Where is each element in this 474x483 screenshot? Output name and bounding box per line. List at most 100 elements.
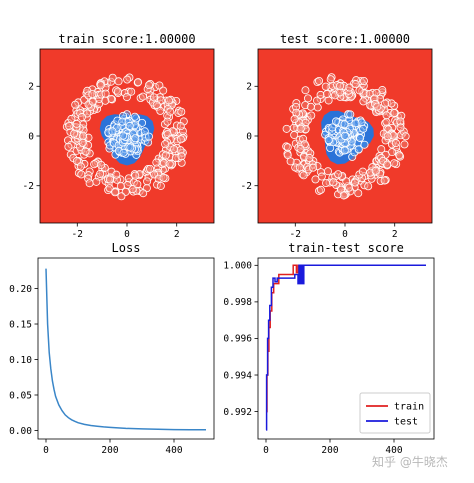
train-score-plot-area: [40, 49, 214, 223]
outer-class-point: [355, 86, 364, 95]
outer-class-point: [67, 114, 76, 123]
outer-class-point: [296, 144, 305, 153]
outer-class-point: [324, 96, 333, 105]
outer-class-point: [358, 167, 367, 176]
inner-class-point: [131, 134, 140, 143]
outer-class-point: [326, 75, 335, 84]
inner-class-point: [144, 132, 153, 141]
outer-class-point: [71, 100, 80, 109]
x-tick-label: 0: [43, 445, 49, 456]
outer-class-point: [382, 118, 391, 127]
train-score-ticks: -2 0 2 2 0 -2: [23, 48, 215, 240]
outer-class-point: [377, 145, 386, 154]
outer-class-point: [380, 176, 389, 185]
y-tick-label: 2: [246, 82, 252, 93]
y-tick-label: 0.15: [9, 319, 32, 330]
outer-class-point: [354, 189, 363, 198]
axes-frame: [257, 48, 433, 224]
outer-class-point: [127, 87, 136, 96]
outer-class-point: [114, 77, 123, 86]
inner-class-point: [324, 136, 333, 145]
inner-class-point: [119, 148, 128, 157]
train-series-line: [266, 264, 426, 413]
outer-class-point: [373, 102, 382, 111]
outer-class-point: [123, 75, 132, 84]
y-tick-label: 0.00: [9, 426, 32, 437]
axes-frame: [39, 48, 215, 224]
y-tick-label: 2: [28, 82, 34, 93]
outer-class-point: [359, 97, 368, 106]
outer-class-point: [401, 132, 410, 141]
outer-class-point: [323, 167, 332, 176]
loss-ticks: 0 200 400 0.20 0.15 0.10 0.05 0.00: [9, 257, 215, 456]
inner-class-point: [346, 110, 355, 119]
inner-class-point: [130, 112, 139, 121]
train-score-title: train score:1.00000: [58, 32, 195, 46]
outer-class-point: [64, 142, 73, 151]
outer-class-point: [122, 93, 131, 102]
outer-class-point: [108, 73, 117, 82]
legend-train-label: train: [394, 402, 424, 413]
train-test-score-title: train-test score: [288, 241, 404, 255]
outer-class-point: [307, 111, 316, 120]
outer-class-point: [146, 164, 155, 173]
inner-class-point: [328, 123, 337, 132]
outer-class-point: [289, 123, 298, 132]
outer-class-point: [322, 90, 331, 99]
train-score-panel: train score:1.00000 -2 0 2 2 0 -2: [23, 32, 215, 240]
outer-class-point: [381, 99, 390, 108]
outer-class-point: [351, 178, 360, 187]
x-tick-label: 200: [101, 445, 118, 456]
x-tick-label: 0: [263, 445, 269, 456]
outer-class-point: [72, 156, 81, 165]
outer-class-point: [139, 189, 148, 198]
outer-class-point: [299, 171, 308, 180]
outer-class-point: [306, 102, 315, 111]
test-score-plot-area: [258, 49, 432, 223]
inner-class-point: [126, 143, 135, 152]
outer-class-point: [282, 124, 291, 133]
train-test-score-ticks: 0 200 400 1.000 0.998 0.996 0.994 0.992: [223, 257, 435, 456]
outer-class-point: [305, 153, 314, 162]
outer-class-point: [166, 107, 175, 116]
loss-panel: Loss 0 200 400 0.20 0.15 0.10 0.05 0.00: [9, 241, 215, 456]
x-tick-label: 0: [342, 229, 348, 240]
y-tick-label: 0.994: [223, 370, 252, 381]
inner-class-point: [359, 124, 368, 133]
outer-class-point: [101, 89, 110, 98]
axes-frame: [257, 257, 435, 440]
outer-class-point: [364, 182, 373, 191]
x-tick-label: -2: [290, 229, 301, 240]
outer-class-point: [159, 86, 168, 95]
y-tick-label: -2: [241, 181, 252, 192]
outer-class-point: [283, 143, 292, 152]
outer-class-point: [156, 106, 165, 115]
outer-class-point: [97, 161, 106, 170]
outer-class-point: [144, 81, 153, 90]
outer-class-point: [131, 171, 140, 180]
watermark-text: 知乎 @牛晓杰: [372, 454, 448, 469]
y-tick-label: 1.000: [223, 261, 252, 272]
outer-class-point: [344, 183, 353, 192]
outer-class-point: [383, 132, 392, 141]
inner-class-point: [108, 127, 117, 136]
outer-class-point: [143, 177, 152, 186]
x-tick-label: 400: [385, 445, 402, 456]
outer-class-point: [359, 76, 368, 85]
outer-class-point: [78, 138, 87, 147]
outer-class-point: [77, 113, 86, 122]
outer-class-point: [90, 160, 99, 169]
outer-class-point: [96, 169, 105, 178]
outer-class-point: [391, 139, 400, 148]
inner-class-point: [125, 121, 134, 130]
loss-series-line: [45, 268, 207, 431]
outer-class-point: [152, 158, 161, 167]
outer-class-point: [336, 82, 345, 91]
outer-class-point: [77, 170, 86, 179]
outer-class-point: [295, 163, 304, 172]
y-tick-label: -2: [23, 181, 34, 192]
outer-class-point: [296, 124, 305, 133]
outer-class-point: [345, 83, 354, 92]
outer-class-point: [339, 191, 348, 200]
